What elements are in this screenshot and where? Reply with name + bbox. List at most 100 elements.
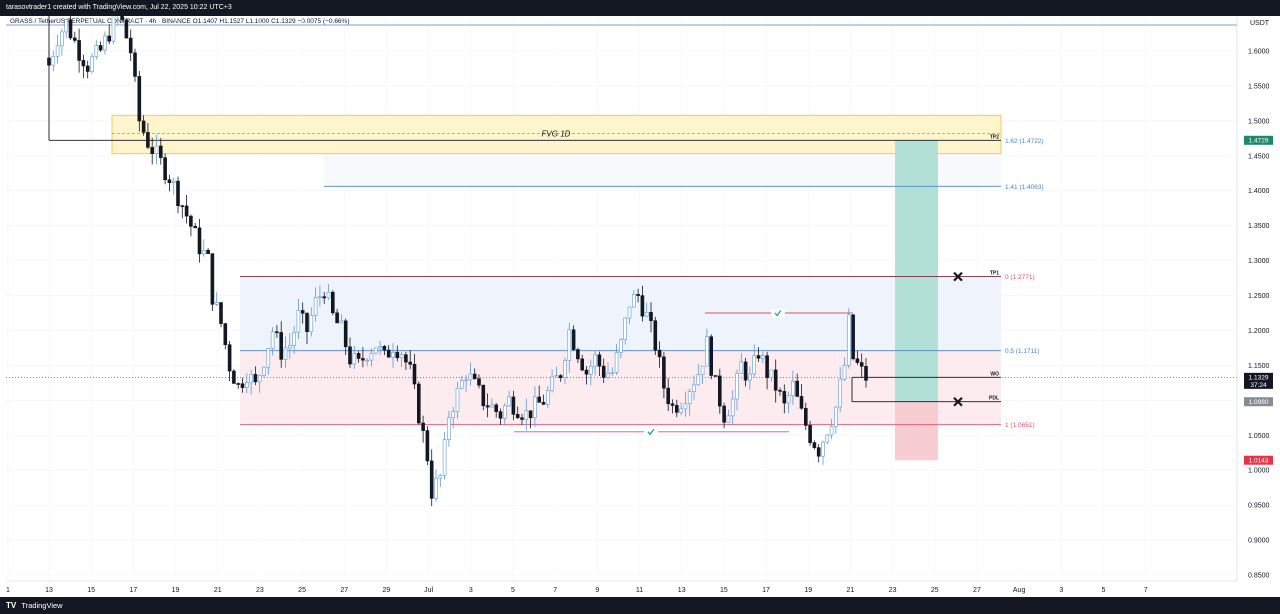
symbol-info[interactable]: GRASS / TetherUS PERPETUAL CONTRACT · 4h… bbox=[10, 18, 350, 25]
candle-body bbox=[90, 56, 94, 72]
level-tag: PDL bbox=[989, 396, 999, 402]
candle-body bbox=[245, 382, 249, 388]
candle-body bbox=[77, 40, 81, 61]
candle-body bbox=[533, 396, 537, 419]
candle-body bbox=[330, 291, 335, 314]
candle-body bbox=[808, 425, 812, 443]
top-bar: tarasovtrader1 created with TradingView.… bbox=[0, 0, 1280, 16]
time-tick-label: Aug bbox=[1013, 587, 1026, 594]
candle-body bbox=[184, 205, 189, 217]
candle-body bbox=[326, 291, 331, 299]
time-axis[interactable]: 1 13 15 17 19 21 23 25 27 29 Jul 3 5 7 9 11 13 15 17 19 21 23… bbox=[6, 580, 1237, 594]
candle-body bbox=[709, 336, 714, 376]
candle-body bbox=[133, 52, 137, 77]
candles bbox=[47, 16, 868, 507]
candle-body bbox=[202, 249, 206, 255]
price-tick-label: 1.0000 bbox=[1248, 468, 1270, 475]
candle-body bbox=[180, 205, 185, 208]
candle-body bbox=[528, 410, 533, 419]
time-tick-label: 3 bbox=[1059, 587, 1063, 594]
candle-body bbox=[210, 253, 215, 305]
candle-body bbox=[601, 365, 606, 378]
candle-body bbox=[249, 374, 253, 383]
candle-body bbox=[391, 351, 395, 358]
time-tick-label: 21 bbox=[847, 587, 855, 594]
price-chart[interactable]: FVG 1D 1.62 (1.4722) TP2 1.41 (1.4063) 0 (1… bbox=[0, 16, 1280, 597]
candle-body bbox=[262, 366, 266, 376]
current-price-badge-bg bbox=[1244, 372, 1273, 389]
candle-body bbox=[485, 405, 490, 408]
candle-body bbox=[649, 311, 653, 321]
candle-body bbox=[511, 396, 516, 415]
candle-body bbox=[588, 365, 593, 375]
candle-body bbox=[365, 359, 370, 362]
price-axis[interactable]: USDT 1.6000 1.5500 1.5000 1.4500 1.4000 1.3500… bbox=[1236, 16, 1280, 597]
time-tick-label: 17 bbox=[762, 587, 770, 594]
candle-body bbox=[502, 405, 507, 419]
candle-body bbox=[425, 430, 430, 462]
candle-body bbox=[227, 344, 232, 372]
candle-body bbox=[825, 434, 830, 443]
pdl-price-badge-bg bbox=[1244, 397, 1273, 407]
candle-body bbox=[584, 369, 589, 375]
candle-body bbox=[576, 349, 580, 360]
candle-body bbox=[386, 349, 391, 358]
price-tick-label: 1.2500 bbox=[1248, 293, 1270, 300]
candle-body bbox=[619, 339, 623, 353]
candle-body bbox=[206, 249, 210, 254]
level-label: 1 (1.0651) bbox=[1005, 422, 1035, 429]
candle-body bbox=[717, 375, 722, 407]
candle-body bbox=[705, 336, 709, 367]
candle-body bbox=[756, 355, 761, 359]
time-tick-label: 5 bbox=[511, 587, 515, 594]
candle-body bbox=[343, 320, 348, 348]
time-tick-label: 21 bbox=[214, 587, 222, 594]
candle-body bbox=[730, 398, 735, 417]
candle-body bbox=[335, 312, 339, 324]
long-position-profit bbox=[895, 140, 938, 402]
price-tick-label: 1.3500 bbox=[1248, 223, 1270, 230]
candle-body bbox=[846, 314, 851, 366]
candle-body bbox=[146, 132, 150, 148]
long-position-loss bbox=[895, 401, 938, 461]
candle-body bbox=[438, 475, 443, 479]
candle-body bbox=[700, 365, 705, 375]
level-label: 0.5 (1.1711) bbox=[1005, 348, 1040, 355]
price-tick-label: 1.2000 bbox=[1248, 328, 1270, 335]
candle-body bbox=[81, 60, 86, 67]
candle-body bbox=[404, 354, 408, 363]
candle-body bbox=[442, 439, 447, 476]
candle-body bbox=[352, 353, 357, 365]
candle-body bbox=[434, 477, 438, 499]
candle-body bbox=[666, 387, 671, 405]
candle-body bbox=[859, 362, 864, 367]
candle-body bbox=[408, 361, 413, 365]
candle-body bbox=[163, 157, 167, 181]
candle-body bbox=[541, 402, 546, 405]
candle-body bbox=[197, 227, 202, 255]
candle-body bbox=[167, 179, 172, 184]
candle-body bbox=[47, 57, 51, 66]
candle-body bbox=[150, 147, 154, 154]
tradingview-logo-icon[interactable]: TV bbox=[6, 601, 17, 610]
candle-body bbox=[829, 425, 834, 436]
candle-body bbox=[545, 390, 550, 405]
time-tick-label: 5 bbox=[1102, 587, 1106, 594]
candle-body bbox=[498, 411, 503, 419]
candle-body bbox=[356, 353, 361, 359]
candle-body bbox=[653, 320, 658, 351]
candle-body bbox=[636, 294, 640, 296]
candle-body bbox=[563, 360, 567, 379]
candle-body bbox=[571, 329, 576, 350]
check-bg bbox=[771, 309, 785, 317]
candle-body bbox=[550, 376, 554, 391]
candle-body bbox=[60, 31, 64, 47]
candle-body bbox=[679, 408, 683, 413]
range-upper-zone bbox=[240, 276, 1001, 351]
check-icon bbox=[774, 310, 782, 317]
candle-body bbox=[524, 410, 529, 420]
tp2-price-badge: 1.4729 bbox=[1249, 138, 1269, 145]
check-icon bbox=[647, 428, 655, 436]
time-tick-label: 15 bbox=[87, 587, 95, 594]
price-tick-label: 1.5500 bbox=[1248, 83, 1270, 90]
